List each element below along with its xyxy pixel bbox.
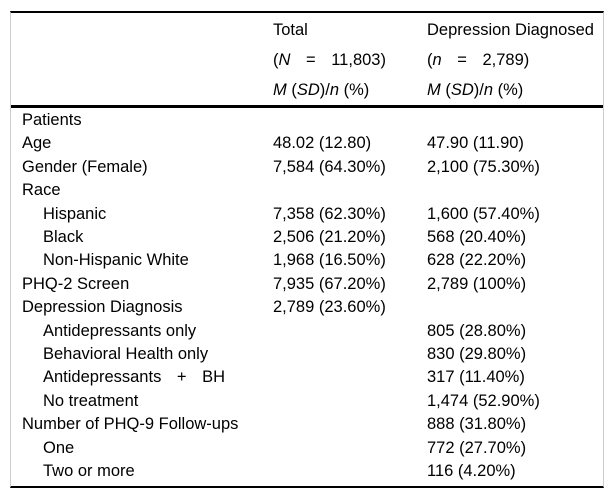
row-label: One <box>43 438 75 457</box>
row-label: PHQ-2 Screen <box>22 274 130 293</box>
row-label: Antidepressants + BH <box>43 368 226 387</box>
table-row: Behavioral Health only 830 (29.80%) <box>11 343 603 366</box>
diagnosed-value: 2,100 (75.30%) <box>427 157 540 176</box>
total-value: 2,789 (23.60%) <box>273 298 386 317</box>
diagnosed-value: 317 (11.40%) <box>427 368 525 387</box>
table-row: Patients <box>11 109 603 132</box>
total-value: 7,358 (62.30%) <box>273 204 386 223</box>
diagnosed-value: 1,600 (57.40%) <box>427 204 540 223</box>
row-label: Hispanic <box>43 204 107 223</box>
total-value: 1,968 (16.50%) <box>273 251 386 270</box>
row-label: Race <box>22 181 61 200</box>
table-row: Number of PHQ-9 Follow-ups 888 (31.80%) <box>11 413 603 436</box>
row-label: No treatment <box>43 391 139 410</box>
table-row: Age 48.02 (12.80) 47.90 (11.90) <box>11 132 603 155</box>
total-value: 7,584 (64.30%) <box>273 157 386 176</box>
diagnosed-value: 1,474 (52.90%) <box>427 391 540 410</box>
row-label: Behavioral Health only <box>43 345 209 364</box>
total-value: 7,935 (67.20%) <box>273 274 386 293</box>
table-row: One 772 (27.70%) <box>11 437 603 460</box>
row-label: Two or more <box>43 462 135 481</box>
diagnosed-value: 47.90 (11.90) <box>427 134 524 153</box>
row-label: Age <box>22 134 52 153</box>
table-row: Two or more 116 (4.20%) <box>11 460 603 483</box>
column-sample-size-depression-diagnosed: (n = 2,789) <box>427 51 530 69</box>
column-title-total: Total <box>273 21 308 39</box>
table-header: Total (N = 11,803) M (SD)/n (%) Depressi… <box>11 13 603 108</box>
table-row: Hispanic 7,358 (62.30%) 1,600 (57.40%) <box>11 203 603 226</box>
column-stat-format-depression-diagnosed: M (SD)/n (%) <box>427 81 524 99</box>
row-label: Depression Diagnosis <box>22 298 183 317</box>
diagnosed-value: 830 (29.80%) <box>427 345 527 364</box>
total-value: 2,506 (21.20%) <box>273 228 386 247</box>
table-row: No treatment 1,474 (52.90%) <box>11 390 603 413</box>
column-header-total: Total (N = 11,803) M (SD)/n (%) <box>273 15 427 105</box>
row-label: Non-Hispanic White <box>43 251 189 270</box>
statistics-table: Total (N = 11,803) M (SD)/n (%) Depressi… <box>10 11 604 488</box>
row-label: Black <box>43 228 84 247</box>
column-title-depression-diagnosed: Depression Diagnosed <box>427 21 594 39</box>
table-row: Black 2,506 (21.20%) 568 (20.40%) <box>11 226 603 249</box>
table-body: Patients Age 48.02 (12.80) 47.90 (11.90) Gen… <box>11 108 603 486</box>
row-label: Gender (Female) <box>22 157 148 176</box>
table-header-row: Total (N = 11,803) M (SD)/n (%) Depressi… <box>11 15 603 105</box>
table-row: Depression Diagnosis 2,789 (23.60%) <box>11 296 603 319</box>
column-stat-format-total: M (SD)/n (%) <box>273 81 370 99</box>
row-label: Patients <box>22 111 82 129</box>
diagnosed-value: 2,789 (100%) <box>427 274 527 293</box>
diagnosed-value: 888 (31.80%) <box>427 415 527 434</box>
diagnosed-value: 568 (20.40%) <box>427 228 527 247</box>
table-row: Race <box>11 179 603 202</box>
row-label: Number of PHQ-9 Follow-ups <box>22 415 239 434</box>
diagnosed-value: 628 (22.20%) <box>427 251 527 270</box>
diagnosed-value: 772 (27.70%) <box>427 438 527 457</box>
column-sample-size-total: (N = 11,803) <box>273 51 386 69</box>
diagnosed-value: 805 (28.80%) <box>427 321 527 340</box>
table-row: PHQ-2 Screen 7,935 (67.20%) 2,789 (100%) <box>11 273 603 296</box>
table-row: Antidepressants + BH 317 (11.40%) <box>11 366 603 389</box>
table-row: Gender (Female) 7,584 (64.30%) 2,100 (75.3… <box>11 156 603 179</box>
column-header-depression-diagnosed: Depression Diagnosed (n = 2,789) M (SD)/… <box>427 15 603 105</box>
diagnosed-value: 116 (4.20%) <box>427 462 516 481</box>
table-row: Antidepressants only 805 (28.80%) <box>11 320 603 343</box>
table-row: Non-Hispanic White 1,968 (16.50%) 628 (22.… <box>11 249 603 272</box>
row-label: Antidepressants only <box>43 321 197 340</box>
total-value: 48.02 (12.80) <box>273 134 372 153</box>
